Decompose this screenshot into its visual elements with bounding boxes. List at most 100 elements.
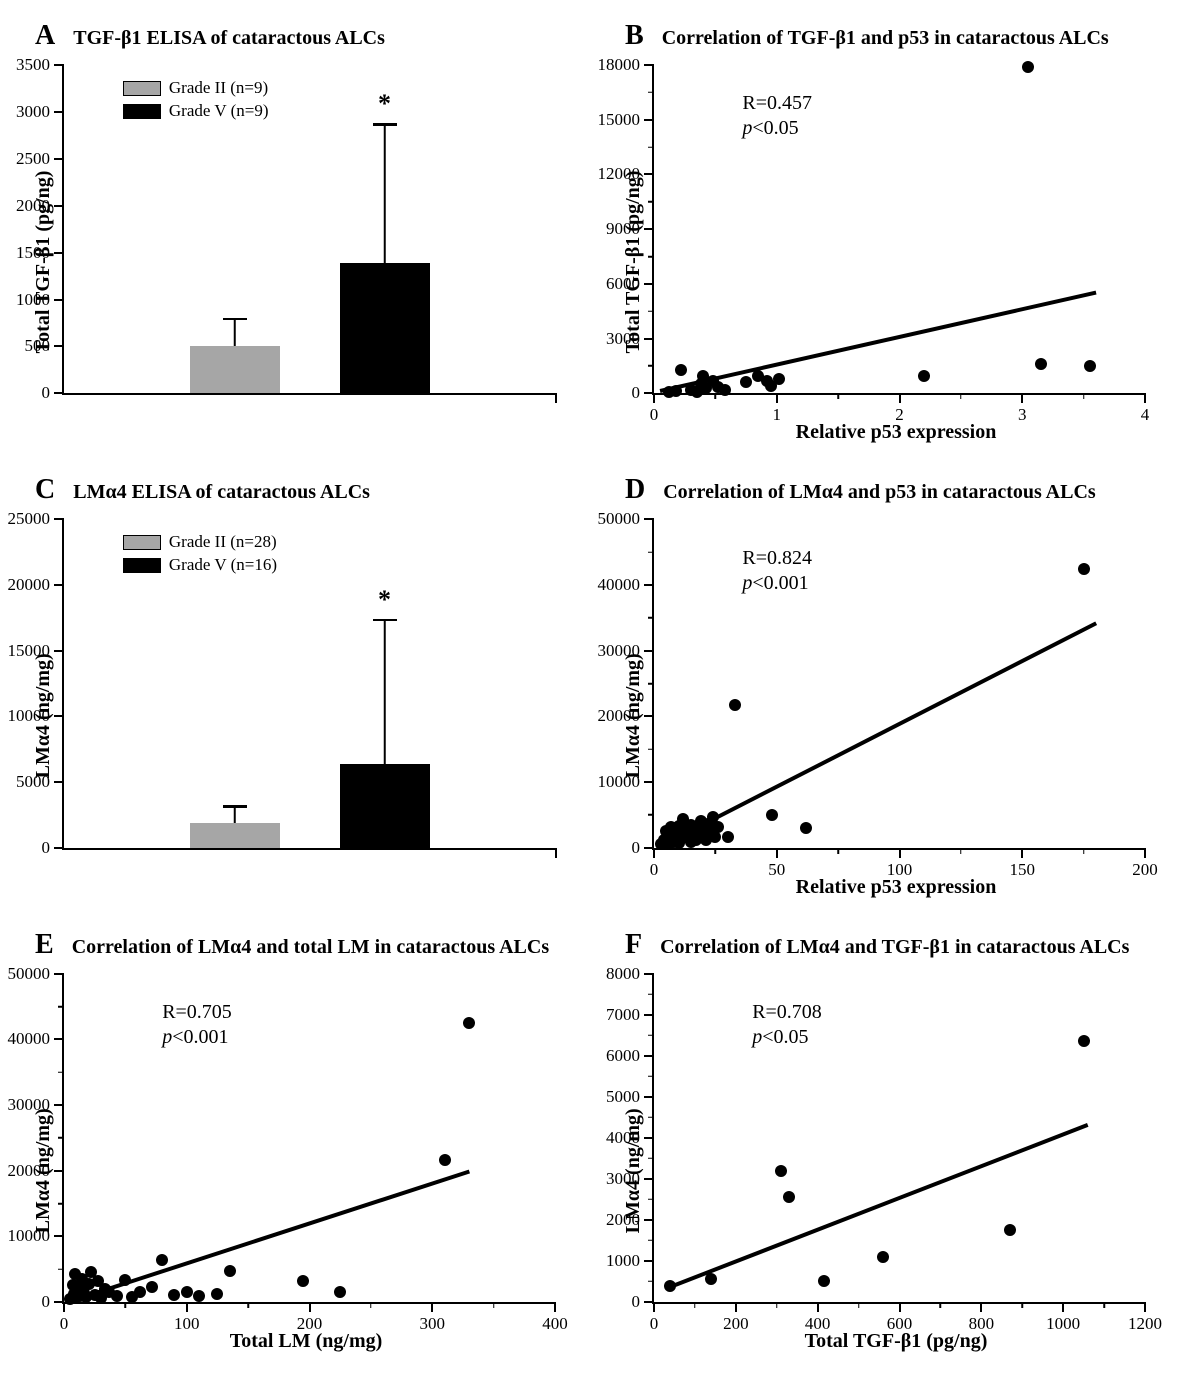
legend: Grade II (n=28) Grade V (n=16) [123, 532, 277, 575]
legend-label: Grade II (n=9) [169, 78, 268, 98]
data-point [224, 1265, 236, 1277]
panel-C: C LMα4 ELISA of cataractous ALCs LMα4 (n… [30, 474, 580, 898]
panel-letter: C [35, 474, 55, 506]
bar: * [340, 65, 430, 393]
data-point [705, 1273, 717, 1285]
stat-r: R=0.708 [752, 1000, 822, 1025]
data-point [334, 1286, 346, 1298]
panel-title: Correlation of LMα4 and TGF-β1 in catara… [660, 936, 1129, 959]
x-tick-label: 400 [805, 1314, 831, 1334]
data-point [1078, 563, 1090, 575]
y-tick-label: 25000 [8, 509, 51, 529]
data-point [168, 1289, 180, 1301]
x-tick-label: 1000 [1046, 1314, 1080, 1334]
y-tick-label: 5000 [16, 772, 50, 792]
panel-header: A TGF-β1 ELISA of cataractous ALCs [35, 20, 580, 52]
y-tick-label: 5000 [606, 1087, 640, 1107]
data-point [818, 1275, 830, 1287]
scatter-plot: 01000020000300004000050000050100150200R=… [652, 519, 1145, 849]
data-point [766, 809, 778, 821]
data-point [719, 384, 731, 396]
data-point [783, 1191, 795, 1203]
y-tick-label: 3000 [16, 102, 50, 122]
y-tick-label: 8000 [606, 964, 640, 984]
y-tick-label: 1000 [16, 290, 50, 310]
data-point [918, 370, 930, 382]
data-point [146, 1281, 158, 1293]
legend-label: Grade II (n=28) [169, 532, 277, 552]
y-tick-label: 15000 [598, 110, 641, 130]
y-tick-label: 50000 [598, 509, 641, 529]
panel-letter: B [625, 20, 644, 52]
regression-line [67, 1169, 469, 1303]
stat-p: p<0.001 [162, 1025, 232, 1050]
panel-letter: A [35, 20, 55, 52]
x-tick-label: 2 [895, 405, 904, 425]
x-tick-label: 300 [420, 1314, 446, 1334]
y-tick-label: 4000 [606, 1128, 640, 1148]
panel-title: Correlation of LMα4 and total LM in cata… [72, 936, 549, 959]
y-tick-label: 0 [42, 383, 51, 403]
stat-r: R=0.457 [742, 91, 812, 116]
y-tick-label: 2000 [606, 1210, 640, 1230]
legend-swatch [123, 104, 161, 119]
x-tick-label: 600 [887, 1314, 913, 1334]
data-point [729, 699, 741, 711]
y-tick-label: 2500 [16, 149, 50, 169]
x-tick-label: 800 [969, 1314, 995, 1334]
legend-swatch [123, 558, 161, 573]
data-point [1004, 1224, 1016, 1236]
regression-line [658, 621, 1097, 848]
y-tick-label: 18000 [598, 55, 641, 75]
y-tick-label: 40000 [598, 575, 641, 595]
y-tick-label: 3000 [606, 1169, 640, 1189]
data-point [712, 821, 724, 833]
panel-header: D Correlation of LMα4 and p53 in catarac… [625, 474, 1170, 506]
scatter-plot: 030006000900012000150001800001234R=0.457… [652, 65, 1145, 395]
x-tick-label: 100 [887, 860, 913, 880]
legend-item: Grade V (n=16) [123, 555, 277, 575]
y-tick-label: 500 [25, 336, 51, 356]
y-tick-label: 30000 [8, 1095, 51, 1115]
panel-header: B Correlation of TGF-β1 and p53 in catar… [625, 20, 1170, 52]
y-tick-label: 20000 [8, 575, 51, 595]
stat-p: p<0.05 [742, 116, 812, 141]
panel-header: E Correlation of LMα4 and total LM in ca… [35, 929, 580, 961]
data-point [297, 1275, 309, 1287]
correlation-stats: R=0.457p<0.05 [742, 91, 812, 141]
stat-r: R=0.705 [162, 1000, 232, 1025]
data-point [181, 1286, 193, 1298]
significance-star: * [378, 585, 391, 615]
panel-letter: D [625, 474, 645, 506]
y-tick-label: 10000 [8, 1226, 51, 1246]
stat-p: p<0.001 [742, 571, 812, 596]
y-tick-label: 20000 [598, 706, 641, 726]
legend-item: Grade II (n=28) [123, 532, 277, 552]
data-point [800, 822, 812, 834]
legend-swatch [123, 535, 161, 550]
figure-grid: A TGF-β1 ELISA of cataractous ALCs Total… [0, 0, 1200, 1373]
data-point [1078, 1035, 1090, 1047]
x-tick-label: 200 [723, 1314, 749, 1334]
x-tick-label: 0 [650, 405, 659, 425]
data-point [439, 1154, 451, 1166]
correlation-stats: R=0.824p<0.001 [742, 546, 812, 596]
bar-chart: 0500100015002000250030003500*Grade II (n… [62, 65, 555, 395]
correlation-stats: R=0.708p<0.05 [752, 1000, 822, 1050]
y-tick-label: 3000 [606, 329, 640, 349]
regression-line [660, 291, 1097, 393]
x-tick-label: 200 [1132, 860, 1158, 880]
y-tick-label: 1500 [16, 243, 50, 263]
x-tick-label: 150 [1010, 860, 1036, 880]
y-tick-label: 0 [632, 1292, 641, 1312]
y-tick-label: 0 [42, 1292, 51, 1312]
x-tick-label: 0 [650, 860, 659, 880]
y-tick-label: 0 [632, 383, 641, 403]
y-tick-label: 3500 [16, 55, 50, 75]
x-tick-label: 50 [768, 860, 785, 880]
data-point [877, 1251, 889, 1263]
panel-title: Correlation of TGF-β1 and p53 in catarac… [662, 27, 1109, 50]
bar-chart: 0500010000150002000025000*Grade II (n=28… [62, 519, 555, 849]
data-point [722, 831, 734, 843]
data-point [1035, 358, 1047, 370]
